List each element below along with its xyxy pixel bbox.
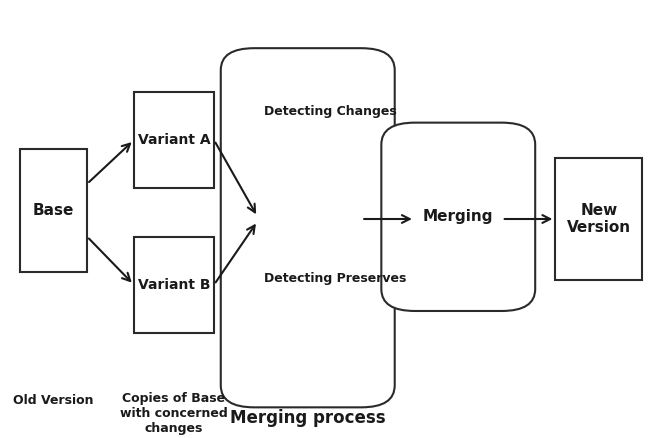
Text: Old Version: Old Version <box>13 394 94 407</box>
Text: Copies of Base
with concerned
changes: Copies of Base with concerned changes <box>120 392 228 435</box>
FancyBboxPatch shape <box>221 48 395 407</box>
Bar <box>134 237 214 333</box>
Bar <box>20 149 87 272</box>
Text: New
Version: New Version <box>567 203 631 235</box>
Text: Variant B: Variant B <box>138 278 210 292</box>
Bar <box>555 158 642 280</box>
Text: Detecting Preserves: Detecting Preserves <box>264 272 407 285</box>
Text: Merging process: Merging process <box>230 409 385 427</box>
Text: Variant A: Variant A <box>138 133 210 147</box>
FancyBboxPatch shape <box>381 123 535 311</box>
Text: Merging: Merging <box>423 209 494 224</box>
Text: Detecting Changes: Detecting Changes <box>264 105 397 118</box>
Bar <box>134 92 214 188</box>
Text: Base: Base <box>33 203 74 218</box>
